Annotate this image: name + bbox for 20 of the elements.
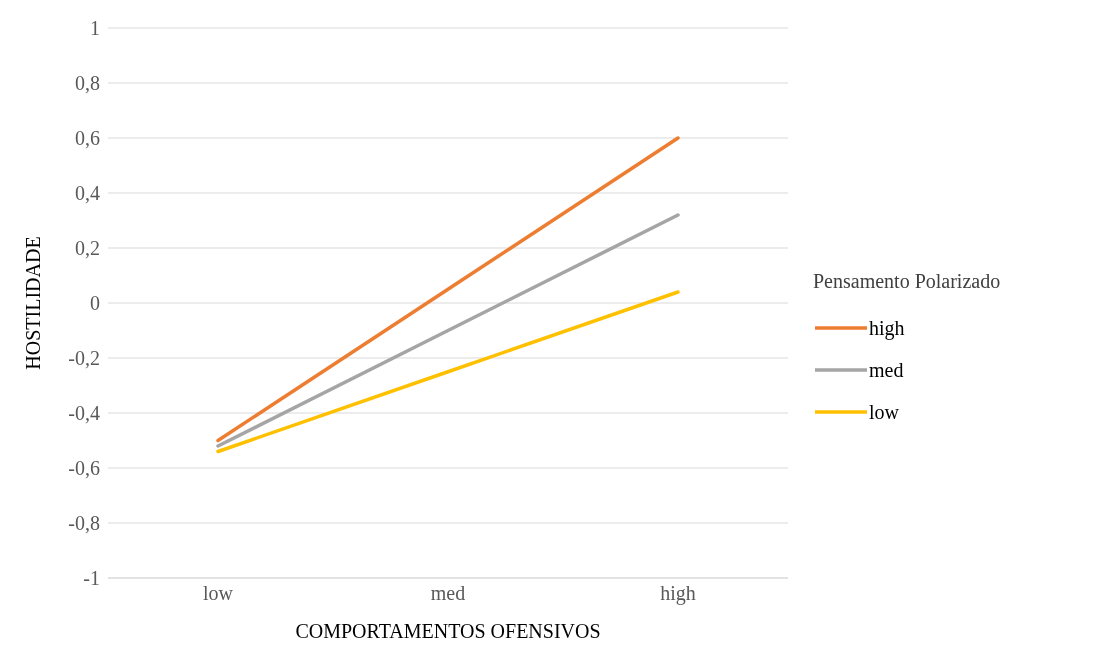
y-axis-title: HOSTILIDADE bbox=[22, 236, 45, 370]
y-tick-label: 1 bbox=[90, 17, 100, 40]
y-tick-label: -0,6 bbox=[68, 457, 100, 480]
y-tick-label: 0,4 bbox=[75, 182, 100, 205]
y-tick-label: 0,6 bbox=[75, 127, 100, 150]
y-tick-label: 0,2 bbox=[75, 237, 100, 260]
x-tick-label: low bbox=[203, 582, 234, 605]
legend-label: low bbox=[869, 400, 899, 424]
x-tick-label: med bbox=[430, 582, 466, 605]
y-tick-label: -1 bbox=[83, 567, 100, 590]
legend-label: high bbox=[869, 316, 905, 340]
y-tick-label: -0,2 bbox=[68, 347, 100, 370]
y-tick-label: 0 bbox=[90, 292, 100, 315]
y-tick-label: 0,8 bbox=[75, 72, 100, 95]
legend-label: med bbox=[869, 358, 904, 382]
x-tick-label: high bbox=[660, 582, 696, 606]
legend-title: Pensamento Polarizado bbox=[813, 270, 1001, 293]
y-tick-label: -0,8 bbox=[68, 512, 100, 535]
y-tick-label: -0,4 bbox=[68, 402, 100, 425]
x-axis-title: COMPORTAMENTOS OFENSIVOS bbox=[295, 620, 601, 642]
